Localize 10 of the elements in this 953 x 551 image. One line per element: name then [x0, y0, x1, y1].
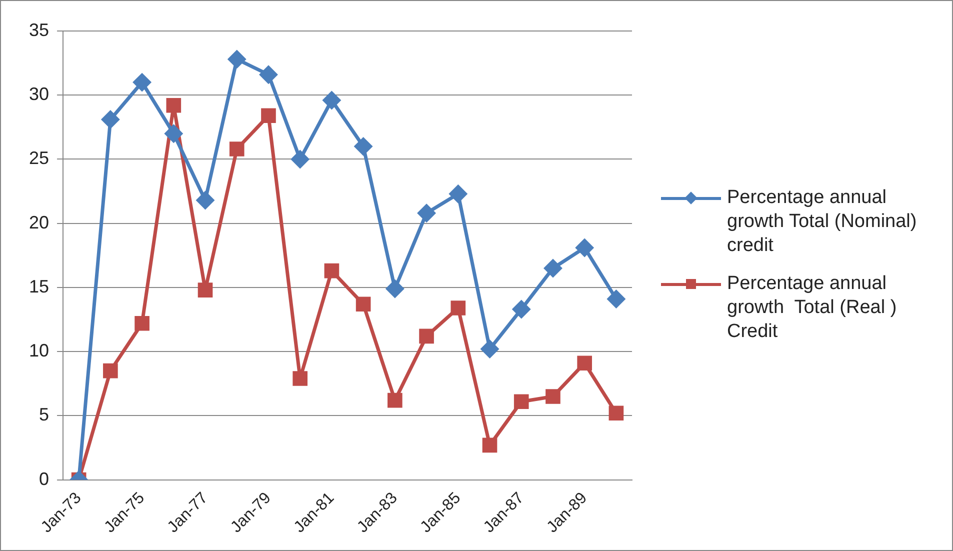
y-tick-label: 25: [28, 148, 50, 168]
y-tick-label: 10: [28, 340, 50, 361]
y-tick-label: 5: [39, 404, 50, 425]
y-tick-label: 30: [28, 84, 50, 104]
y-tick-label: 0: [39, 468, 50, 489]
y-tick-label: 20: [28, 212, 50, 232]
legend-label: Percentage annual growth Total (Nominal) credit: [727, 186, 918, 258]
y-tick-label: 35: [28, 20, 50, 40]
y-tick-label: 15: [28, 276, 50, 296]
legend-label: Percentage annual growth Total (Real ) Credit: [727, 272, 898, 344]
